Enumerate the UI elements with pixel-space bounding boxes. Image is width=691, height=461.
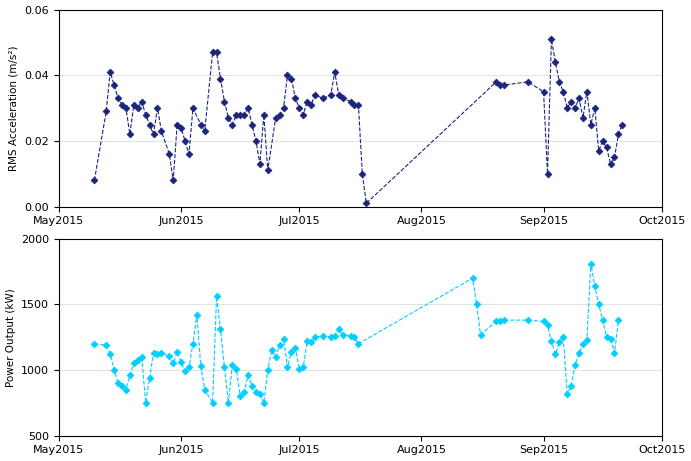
Y-axis label: RMS Acceleration (m/s²): RMS Acceleration (m/s²) bbox=[9, 45, 19, 171]
Y-axis label: Power Output (kW): Power Output (kW) bbox=[6, 288, 16, 387]
